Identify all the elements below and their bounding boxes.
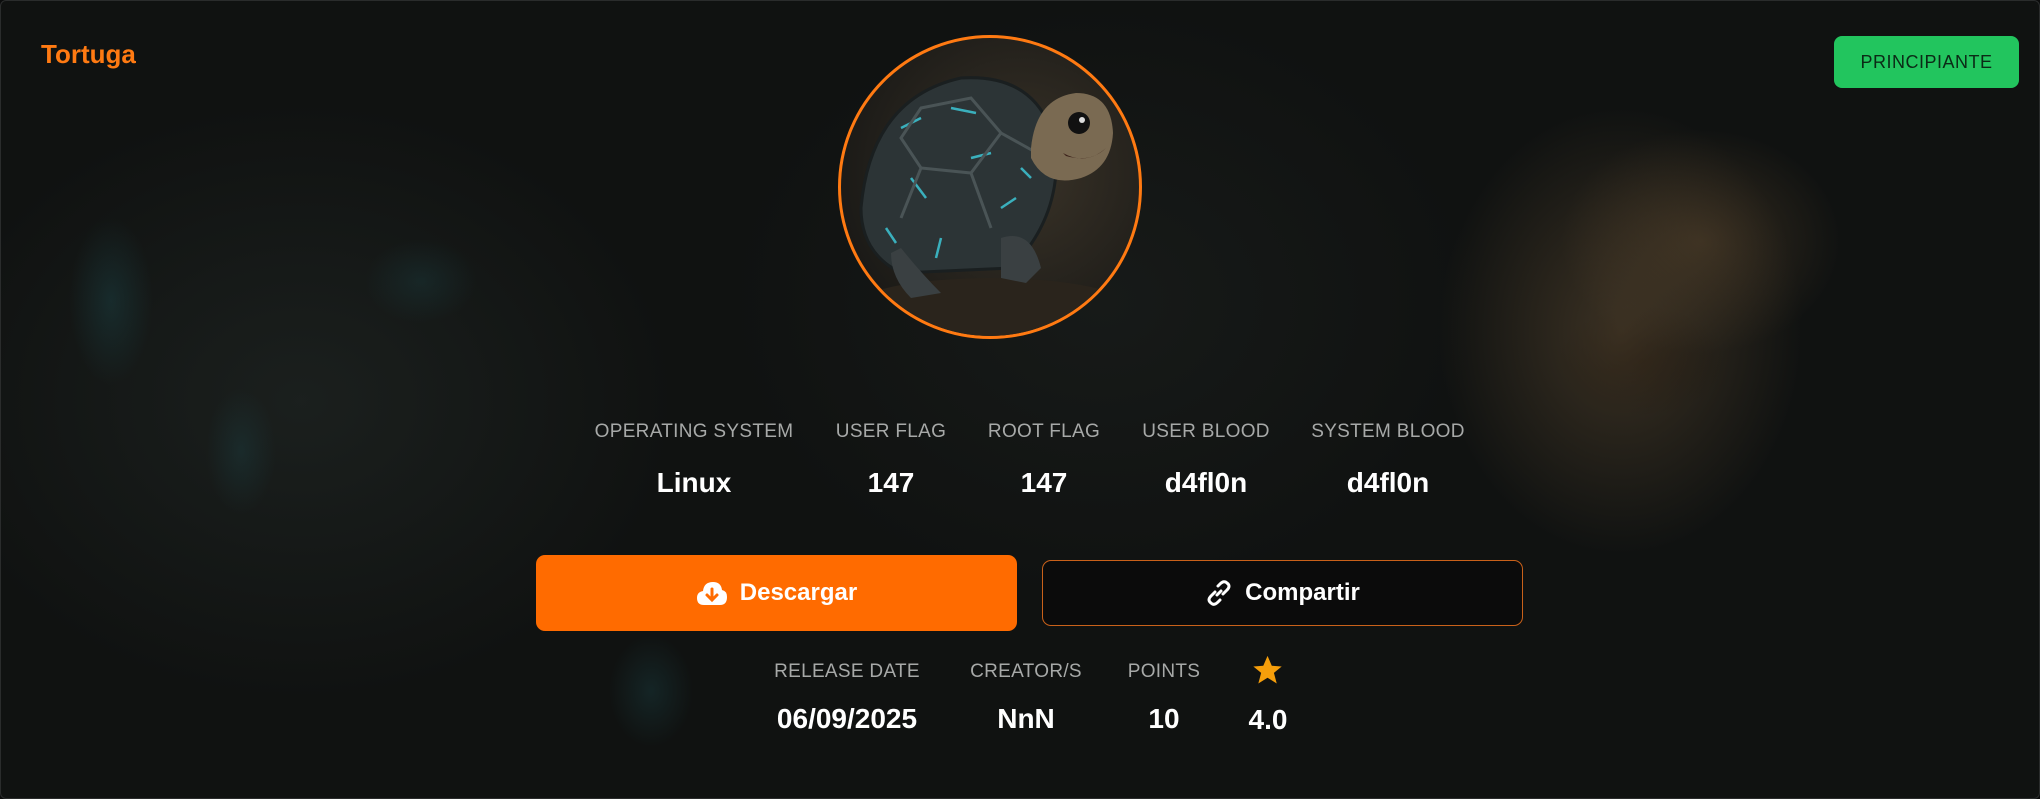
share-button[interactable]: Compartir (1042, 560, 1523, 626)
star-icon (1253, 655, 1283, 684)
stat-user-blood: USER BLOOD d4fl0n (1142, 421, 1270, 499)
detail-value: 10 (1148, 703, 1180, 734)
rating: 4.0 (1248, 653, 1288, 736)
stat-value: 147 (1020, 467, 1068, 498)
link-icon (1207, 580, 1231, 606)
download-label: Descargar (739, 579, 858, 606)
cloud-download-icon (696, 582, 727, 605)
stat-value: d4fl0n (1346, 467, 1430, 498)
share-label: Compartir (1245, 579, 1360, 606)
stat-user-flag: USER FLAG 147 (836, 421, 946, 499)
detail-creators: CREATOR/S NnN (970, 661, 1082, 735)
stat-value: d4fl0n (1164, 467, 1248, 498)
stat-label: USER FLAG (835, 421, 947, 442)
stat-label: OPERATING SYSTEM (594, 421, 794, 442)
detail-value: 06/09/2025 (776, 703, 918, 734)
rating-value: 4.0 (1248, 704, 1288, 735)
stat-label: SYSTEM BLOOD (1311, 421, 1465, 442)
detail-release-date: RELEASE DATE 06/09/2025 (774, 661, 920, 735)
difficulty-badge[interactable]: PRINCIPIANTE (1834, 36, 2019, 88)
detail-label: POINTS (1127, 661, 1201, 682)
detail-points: POINTS 10 (1128, 661, 1201, 735)
machine-avatar (838, 35, 1142, 339)
detail-value: NnN (997, 703, 1055, 734)
stat-operating-system: OPERATING SYSTEM Linux (595, 421, 794, 499)
detail-label: CREATOR/S (970, 661, 1082, 682)
stat-value: Linux (656, 467, 732, 498)
stat-value: 147 (867, 467, 915, 498)
stat-label: ROOT FLAG (987, 421, 1101, 442)
machine-title: Tortuga (41, 39, 136, 69)
download-button[interactable]: Descargar (536, 555, 1017, 631)
stat-root-flag: ROOT FLAG 147 (988, 421, 1100, 499)
detail-label: RELEASE DATE (774, 661, 920, 682)
turtle-image (851, 76, 1131, 336)
stat-label: USER BLOOD (1142, 421, 1270, 442)
stat-system-blood: SYSTEM BLOOD d4fl0n (1311, 421, 1465, 499)
